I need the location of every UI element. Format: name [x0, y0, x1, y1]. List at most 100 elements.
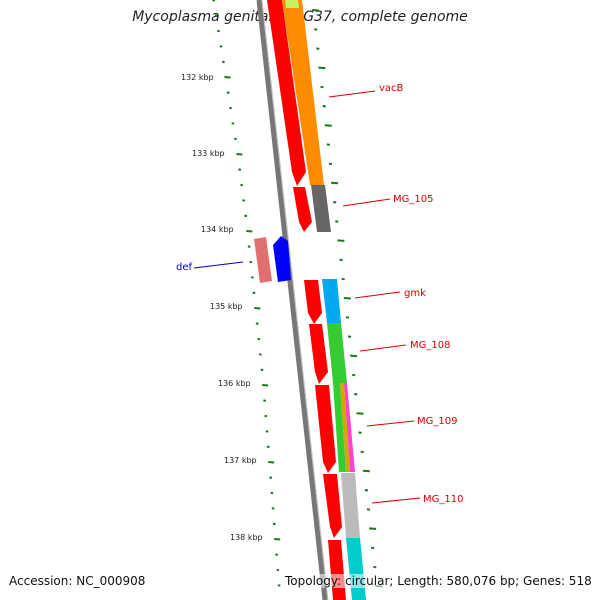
inner-minor-tick	[272, 522, 276, 526]
gene-label-mg105[interactable]: MG_105	[393, 194, 433, 205]
backbone-line	[256, 0, 328, 600]
inner-minor-tick	[217, 29, 220, 33]
outer-minor-tick	[371, 546, 375, 550]
leader-line-def	[193, 261, 244, 269]
outer-tick-track	[312, 9, 383, 588]
gene-label-mg110[interactable]: MG_110	[423, 494, 463, 505]
inner-minor-tick	[247, 245, 251, 248]
leader-line-mg109	[366, 420, 415, 427]
cog-block-mg109-a[interactable]	[333, 383, 346, 472]
leader-line-mg105	[342, 198, 391, 207]
leader-line-gmk	[354, 291, 401, 299]
outer-minor-tick	[335, 220, 339, 223]
cog-block-mg108[interactable]	[327, 323, 347, 383]
inner-major-tick	[274, 538, 281, 541]
inner-major-tick	[268, 461, 275, 464]
gene-arrow-mg105[interactable]	[293, 187, 312, 232]
inner-minor-tick	[257, 337, 261, 341]
kbp-label-133: 133 kbp	[192, 149, 225, 158]
outer-minor-tick	[347, 335, 352, 338]
inner-minor-tick	[219, 45, 223, 48]
gene-arrow-mg110[interactable]	[323, 474, 342, 538]
outer-major-tick	[356, 412, 364, 415]
outer-minor-tick	[322, 105, 326, 108]
gene-arrow-def[interactable]	[273, 236, 291, 282]
outer-major-tick	[369, 527, 377, 530]
cog-block-mg105[interactable]	[311, 185, 331, 232]
gene-label-mg109[interactable]: MG_109	[417, 416, 457, 427]
kbp-label-132: 132 kbp	[181, 73, 214, 82]
outer-major-tick	[318, 66, 326, 70]
outer-minor-tick	[354, 393, 358, 396]
leader-line-vacb	[328, 90, 376, 98]
outer-major-tick	[343, 297, 351, 300]
inner-minor-tick	[249, 260, 253, 264]
cog-block-top	[285, 0, 299, 8]
gene-label-mg108[interactable]: MG_108	[410, 340, 450, 351]
inner-minor-tick	[276, 568, 280, 572]
outer-minor-tick	[341, 277, 345, 281]
inner-minor-tick	[265, 430, 269, 433]
inner-major-tick	[236, 153, 243, 156]
inner-minor-tick	[260, 368, 264, 372]
gene-arrow-vacb[interactable]	[267, 0, 306, 186]
cog-block-mg110[interactable]	[341, 473, 360, 538]
backbone-highlight	[261, 0, 329, 600]
outer-major-tick	[312, 9, 320, 12]
topology-value: Topology: circular; Length: 580,076 bp; …	[285, 574, 592, 588]
kbp-label-136: 136 kbp	[218, 379, 251, 388]
cog-block-mg109-c	[344, 383, 355, 472]
gene-arrow-mg109[interactable]	[315, 385, 336, 473]
gene-labels: vacB MG_105 def gmk MG_108 MG_109 MG_110	[176, 83, 463, 505]
inner-minor-tick	[214, 14, 218, 17]
inner-minor-tick	[266, 445, 270, 449]
inner-minor-tick	[231, 122, 235, 125]
outer-major-tick	[331, 181, 339, 185]
gene-arrow-next[interactable]	[328, 540, 346, 600]
outer-minor-tick	[339, 258, 343, 262]
gene-label-vacb[interactable]: vacB	[379, 83, 404, 94]
inner-minor-tick	[263, 399, 267, 402]
inner-minor-tick	[277, 584, 281, 587]
outer-minor-tick	[360, 450, 364, 454]
leader-line-mg110	[371, 497, 421, 504]
inner-tick-track	[212, 0, 281, 587]
outer-minor-tick	[326, 143, 331, 146]
inner-minor-tick	[255, 322, 259, 325]
gene-arrow-gmk[interactable]	[304, 280, 322, 324]
outer-major-tick	[324, 124, 332, 127]
inner-minor-tick	[242, 199, 246, 202]
inner-minor-tick	[252, 291, 256, 295]
outer-minor-tick	[316, 47, 320, 50]
cog-block-gmk[interactable]	[322, 279, 341, 323]
inner-minor-tick	[244, 214, 248, 218]
gene-arrow-mg108[interactable]	[309, 324, 328, 384]
kbp-label-138: 138 kbp	[230, 533, 263, 542]
cog-block-next[interactable]	[346, 538, 366, 600]
kbp-label-137: 137 kbp	[224, 456, 257, 465]
gene-label-gmk[interactable]: gmk	[404, 288, 426, 299]
inner-minor-tick	[221, 60, 225, 64]
cog-block-def[interactable]	[254, 237, 272, 283]
outer-minor-tick	[358, 431, 362, 434]
inner-minor-tick	[271, 507, 275, 510]
inner-minor-tick	[212, 0, 216, 2]
inner-major-tick	[254, 307, 261, 310]
inner-major-tick	[224, 76, 231, 79]
label-leader-lines	[193, 90, 421, 504]
topology-text: Topology: circular; Length: 580,076 bp; …	[285, 574, 592, 588]
inner-minor-tick	[240, 183, 244, 187]
gene-label-def[interactable]: def	[176, 262, 193, 273]
accession-text: Accession: NC_000908	[9, 574, 146, 588]
outer-minor-tick	[352, 373, 356, 377]
inner-minor-tick	[258, 353, 262, 356]
cog-block-mg109-b	[340, 383, 350, 472]
kbp-label-135: 135 kbp	[210, 302, 243, 311]
outer-minor-tick	[366, 508, 371, 511]
outer-major-tick	[362, 469, 370, 473]
cog-block-vacb[interactable]	[282, 0, 324, 185]
inner-major-tick	[262, 384, 269, 387]
inner-minor-tick	[264, 414, 268, 418]
